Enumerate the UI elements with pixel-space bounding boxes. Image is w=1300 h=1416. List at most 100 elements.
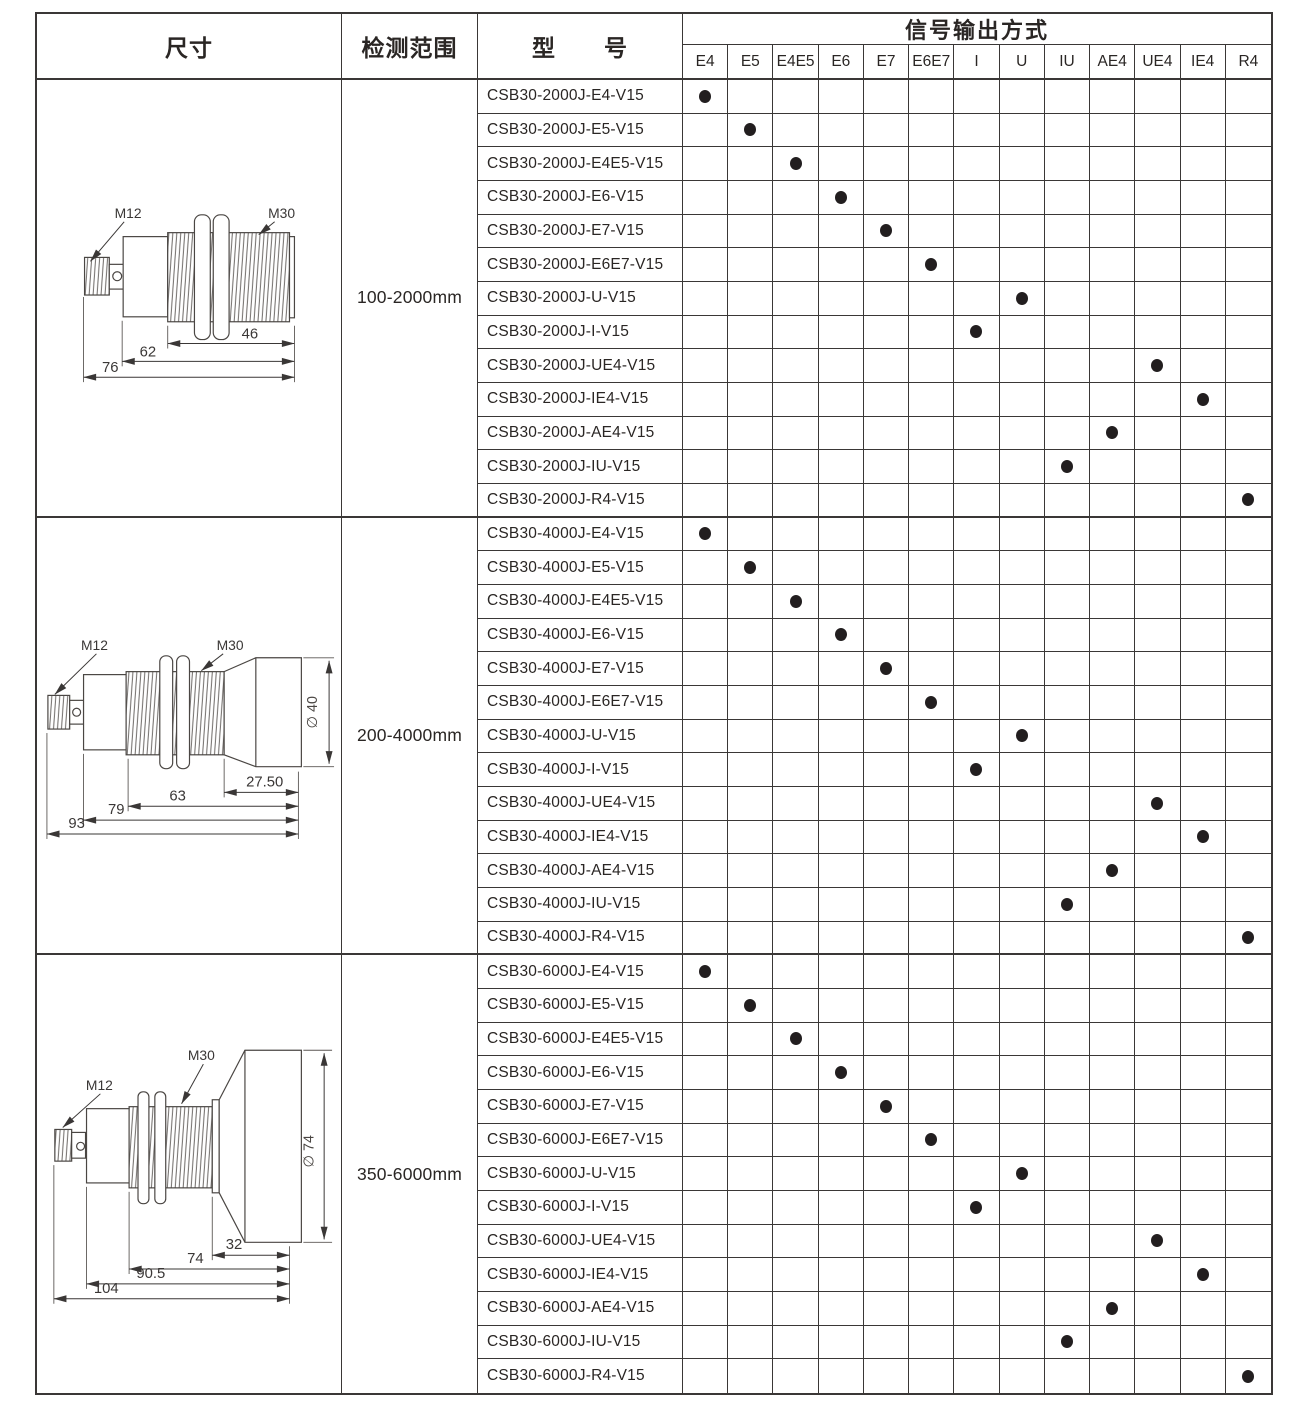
- output-cell-R4: [1225, 1056, 1271, 1090]
- output-cell-E7: [863, 652, 910, 686]
- model-cell: CSB30-2000J-E4E5-V15: [478, 147, 683, 181]
- output-cell-I: [954, 181, 1000, 215]
- output-cell-E6E7: [909, 1191, 955, 1225]
- extension-lines: [53, 1049, 333, 1304]
- output-cell-R4: [1225, 181, 1271, 215]
- selected-output-dot: [699, 89, 712, 103]
- selected-output-dot: [1060, 1335, 1073, 1349]
- label-m12: M12: [81, 637, 108, 653]
- output-cell-IE4: [1180, 1056, 1226, 1090]
- output-cell-E4: [683, 1258, 729, 1292]
- output-cell-IE4: [1180, 1157, 1226, 1191]
- output-cell-E4: [683, 214, 729, 249]
- model-cell: CSB30-4000J-E5-V15: [478, 551, 683, 585]
- output-cell-I: [954, 652, 1000, 686]
- selected-output-dot: [1196, 392, 1209, 406]
- output-cell-U: [999, 315, 1045, 350]
- output-cell-I: [954, 80, 1000, 114]
- output-cell-E4E5: [773, 282, 819, 316]
- output-cell-E5: [728, 1258, 774, 1292]
- output-cell-UE4: [1135, 80, 1181, 114]
- output-cell-IE4: [1180, 955, 1226, 989]
- output-cell-E6: [818, 1224, 864, 1259]
- output-cell-E6: [818, 80, 864, 114]
- output-cell-E7: [863, 854, 910, 888]
- output-cell-R4: [1225, 518, 1271, 552]
- output-cell-IU: [1044, 820, 1091, 855]
- output-column-header-UE4: UE4: [1135, 45, 1181, 80]
- selected-output-dot: [744, 561, 757, 575]
- output-cell-R4: [1226, 1359, 1271, 1393]
- output-cell-E6E7: [909, 1123, 955, 1158]
- output-cell-IE4: [1180, 1090, 1226, 1124]
- output-cell-E4E5: [773, 1056, 819, 1090]
- output-column-header-E4: E4: [683, 45, 729, 80]
- output-cell-IU: [1044, 416, 1091, 451]
- selected-output-dot: [1196, 830, 1209, 844]
- output-cell-IU: [1044, 1022, 1091, 1057]
- output-cell-E6E7: [909, 484, 955, 518]
- output-cell-E4E5: [773, 383, 819, 417]
- output-cell-I: [954, 248, 1000, 282]
- model-cell: CSB30-6000J-I-V15: [478, 1191, 683, 1225]
- output-cell-E4E5: [773, 1292, 819, 1326]
- sensor-dimension-drawing-4000: ∅ 40 27.50 63 79 93 M12 M30: [46, 637, 335, 839]
- output-cell-IU: [1044, 955, 1091, 989]
- output-cell-E6: [818, 113, 864, 148]
- output-cell-E6E7: [909, 1157, 955, 1191]
- output-cell-R4: [1225, 551, 1271, 585]
- output-cell-IE4: [1180, 989, 1226, 1023]
- output-cell-AE4: [1090, 551, 1136, 585]
- output-cell-I: [954, 1359, 1000, 1393]
- output-cell-IE4: [1180, 686, 1226, 720]
- output-cell-I: [954, 315, 1000, 350]
- output-column-header-U: U: [999, 45, 1045, 80]
- output-cell-AE4: [1090, 1123, 1136, 1158]
- selected-output-dot: [834, 628, 847, 642]
- output-cell-E5: [728, 719, 774, 754]
- dim-93: 93: [68, 816, 85, 832]
- output-cell-E5: [728, 181, 774, 215]
- output-cell-E4E5: [773, 416, 819, 451]
- output-cell-E6: [818, 349, 864, 383]
- extension-lines: [83, 296, 295, 382]
- model-cell: CSB30-4000J-U-V15: [478, 719, 683, 754]
- output-cell-I: [954, 1123, 1000, 1158]
- model-cell: CSB30-6000J-U-V15: [478, 1157, 683, 1191]
- output-cell-UE4: [1135, 1022, 1181, 1057]
- output-cell-IU: [1044, 248, 1091, 282]
- output-cell-UE4: [1135, 686, 1181, 720]
- output-cell-UE4: [1135, 921, 1181, 956]
- output-cell-E6E7: [909, 955, 955, 989]
- output-cell-E6E7: [909, 1325, 955, 1360]
- output-cell-E7: [863, 315, 910, 350]
- output-cell-I: [954, 921, 1000, 956]
- output-column-header-E5: E5: [728, 45, 774, 80]
- output-cell-E4: [683, 585, 729, 619]
- output-cell-E5: [728, 1224, 774, 1259]
- output-cell-E4: [683, 1292, 729, 1326]
- output-cell-R4: [1225, 888, 1271, 922]
- output-cell-IE4: [1180, 921, 1226, 956]
- output-cell-E5: [728, 1056, 774, 1090]
- model-cell: CSB30-6000J-IE4-V15: [478, 1258, 683, 1292]
- output-cell-U: [999, 282, 1045, 316]
- output-cell-R4: [1225, 383, 1271, 417]
- output-cell-E6: [818, 686, 864, 720]
- output-cell-R4: [1225, 1090, 1271, 1124]
- dimension-lines: [53, 1052, 328, 1302]
- output-cell-I: [954, 955, 1000, 989]
- output-cell-AE4: [1090, 1157, 1136, 1191]
- output-cell-AE4: [1090, 349, 1136, 383]
- output-cell-IU: [1044, 181, 1091, 215]
- output-cell-E4: [683, 1224, 729, 1259]
- output-cell-E7: [863, 820, 910, 855]
- output-cell-U: [999, 1022, 1045, 1057]
- output-cell-E5: [728, 888, 774, 922]
- drawing-cell-6000: ∅ 74 32 74 90.5 104 M12 M30: [37, 955, 342, 1393]
- output-cell-IU: [1044, 787, 1091, 821]
- output-cell-AE4: [1090, 1292, 1136, 1326]
- output-cell-E4: [683, 113, 729, 148]
- output-cell-U: [999, 214, 1045, 249]
- output-cell-I: [954, 686, 1000, 720]
